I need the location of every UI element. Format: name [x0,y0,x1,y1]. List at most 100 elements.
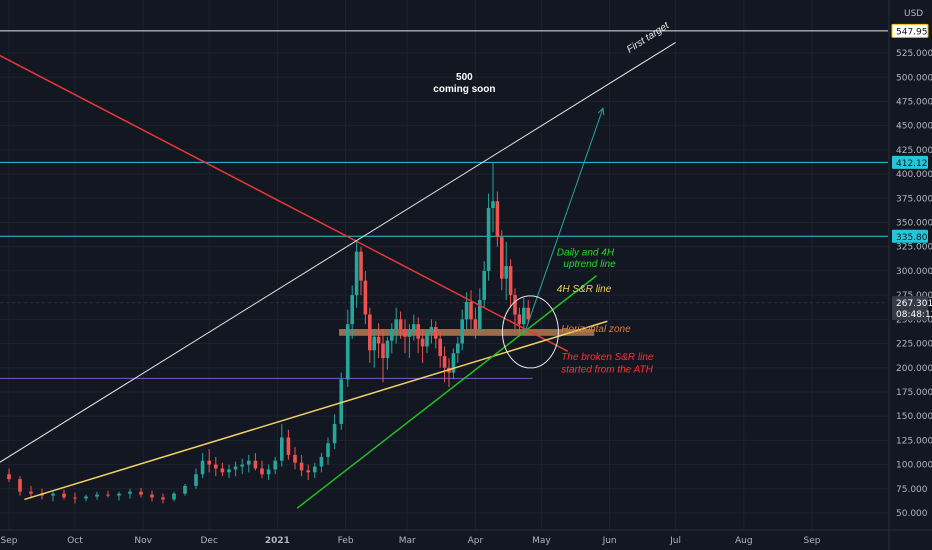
candle-body [207,460,211,465]
price-tick-label: 300.000 [896,267,932,277]
candle-body [139,491,143,495]
candle-body [339,379,343,424]
candle-body [7,474,11,480]
candle-body [376,336,381,344]
candle-body [214,464,218,469]
candle-body [260,468,264,475]
price-tick-label: 225.000 [896,340,932,350]
time-tick-label: Jun [602,536,617,546]
hlines-layer [0,30,888,379]
candle-body [227,469,231,473]
candle-body [95,494,99,497]
price-tick-label: 150.000 [896,412,932,422]
candle-body [420,338,425,347]
candle-body [469,301,473,320]
trend-line [296,275,597,509]
candle-body [381,343,385,359]
trend-line [0,41,676,463]
candle-body [460,319,464,344]
candle-body [403,329,407,337]
price-tick-label: 450.000 [896,122,932,132]
candle-body [161,497,165,500]
candle-body [495,201,500,238]
candle-body [438,338,442,357]
countdown-label-text: 08:48:12 [896,310,932,320]
candle-body [266,469,271,475]
price-tick-label: 475.000 [896,97,932,107]
candle-body [482,270,486,300]
price-tick-label: 425.000 [896,146,932,156]
horizontal-zone-box [339,329,595,336]
candle-body [504,266,508,279]
time-tick-label: Sep [804,536,821,546]
time-tick-label: Aug [735,536,753,546]
price-label-box [892,155,928,169]
candle-body [150,494,154,498]
candle-body [456,343,460,354]
currency-label: USD [904,9,923,19]
candle-body [398,319,403,330]
price-tick-label: 375.000 [896,194,932,204]
candle-body [359,251,363,281]
candle-body [363,280,368,315]
candle-body [394,319,398,330]
chart-annotation: started from the ATH [561,365,653,376]
candle-body [522,307,526,325]
candle-body [293,454,297,463]
price-label-box [891,23,929,38]
trend-line [0,54,569,352]
candle-body [332,423,337,444]
candle-body [372,336,376,351]
time-axis[interactable]: Sep Oct Nov Dec 2021 Feb Mar Apr May Jun Jul Aug Sep [1,536,821,546]
candle-body [350,295,354,325]
candle-body [491,201,495,208]
candle-body [425,332,429,347]
time-tick-label: May [532,536,551,546]
chart-annotation: 500 [456,72,473,83]
candle-body [62,493,66,498]
candle-body [106,494,110,496]
price-tick-label: 500.000 [896,73,932,83]
candle-body [513,295,517,315]
price-tick-label: 75.000 [896,485,928,495]
chart-annotation: The broken S&R line [561,352,654,363]
candle-body [233,466,238,470]
price-tick-label: 350.000 [896,219,932,229]
price-tick-label: 400.000 [896,170,932,180]
price-tick-label: 325.000 [896,243,932,253]
candle-body [354,251,359,296]
candle-body [500,237,504,279]
candle-body [486,207,491,271]
candle-body [172,493,176,500]
candle-body [390,329,394,341]
price-tick-label: 200.000 [896,364,932,374]
highlight-circle [501,295,559,369]
price-tick-label: 525.000 [896,49,932,59]
candle-body [326,443,330,457]
time-tick-label: Oct [67,536,83,546]
time-tick-label: 2021 [265,536,290,546]
candle-body [247,460,251,465]
zone-layer [339,329,595,336]
candle-body [385,340,390,359]
candle-body [286,437,291,455]
trendlines-layer [0,41,676,509]
candle-body [508,266,513,296]
price-label-text: 547.957 [896,27,932,37]
candle-body [407,330,412,337]
price-label-box [892,296,928,321]
candle-body [280,437,284,461]
chart-annotation: Horizontal zone [561,324,631,335]
price-axis[interactable]: USD 50.000 75.000 100.000 125.000 150.000 175… [896,9,932,519]
candle-body [183,485,187,494]
chart-annotation: coming soon [433,84,495,95]
target-arrow-line [525,108,604,330]
trend-line [24,320,608,501]
candle-body [18,479,22,492]
price-label-text: 335.800 [896,233,932,243]
candle-body [346,324,350,380]
candle-body [84,496,88,499]
candle-body [117,493,121,496]
